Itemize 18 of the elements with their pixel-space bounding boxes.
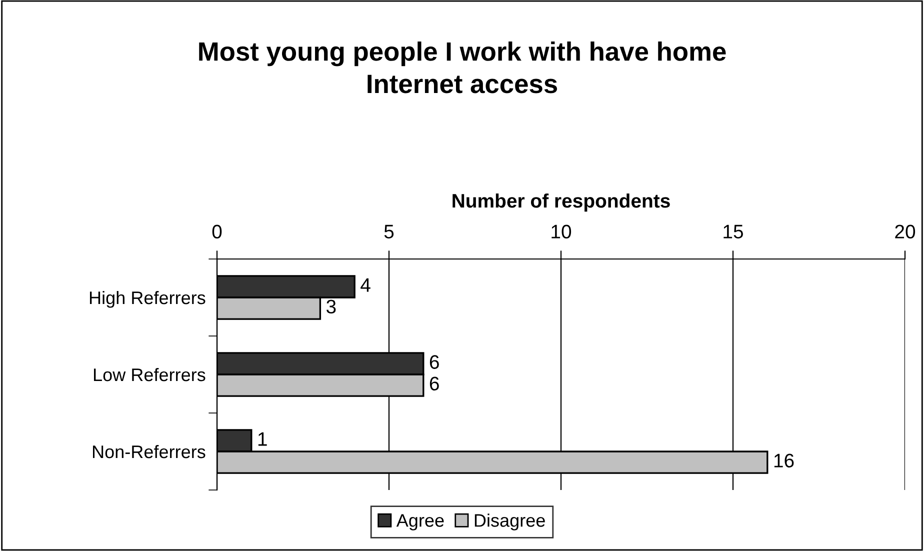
y-tick-label: Non-Referrers xyxy=(92,444,206,458)
data-label: 3 xyxy=(326,300,336,314)
data-label: 6 xyxy=(430,355,439,369)
x-axis-title: Number of respondents xyxy=(452,193,670,212)
x-tick-label: 20 xyxy=(895,224,916,238)
y-tick-label: Low Referrers xyxy=(94,368,206,382)
legend-label: Disagree xyxy=(474,514,545,530)
chart-title: Most young people I work with have home Internet access xyxy=(199,42,726,94)
x-tick-label: 5 xyxy=(384,224,394,238)
data-label: 1 xyxy=(258,432,267,446)
data-label: 4 xyxy=(360,278,370,292)
data-label: 16 xyxy=(774,454,794,468)
x-tick-label: 10 xyxy=(552,224,572,238)
y-tick-label: High Referrers xyxy=(90,290,206,308)
x-tick-label: 0 xyxy=(212,224,222,238)
x-tick-label: 15 xyxy=(724,224,743,238)
data-label: 6 xyxy=(430,376,439,390)
legend-label: Agree xyxy=(396,514,444,530)
